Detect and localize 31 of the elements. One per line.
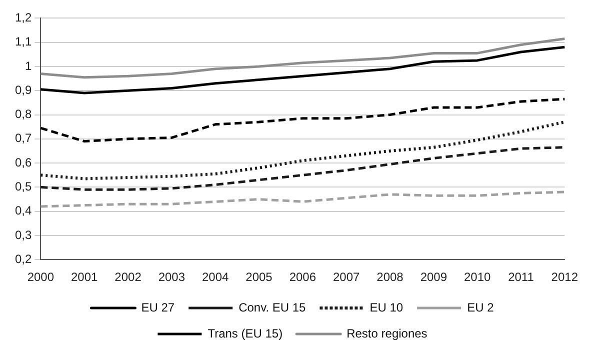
x-tick-label: 2009 [420, 270, 448, 284]
line-series [39, 190, 566, 208]
x-tick-label: 2003 [158, 270, 186, 284]
x-tick-label: 2005 [246, 270, 273, 284]
y-tick-label: 1,1 [14, 34, 32, 49]
legend-label: Resto regiones [346, 326, 428, 340]
x-tick-label: 2004 [202, 270, 230, 284]
legend-label: Conv. EU 15 [238, 300, 306, 314]
y-tick-label: 1,2 [14, 10, 32, 25]
x-tick-label: 2008 [376, 270, 404, 284]
x-tick-label: 2000 [27, 270, 54, 284]
y-tick-label: 0,7 [14, 131, 32, 146]
legend-label: EU 2 [467, 300, 494, 314]
x-tick-label: 2011 [508, 270, 534, 284]
y-tick-label: 0,3 [14, 228, 32, 242]
legend-label: EU 27 [141, 300, 175, 314]
y-tick-label: 0,4 [14, 204, 32, 218]
y-tick-label: 0,5 [14, 179, 32, 194]
y-tick-label: 0,2 [14, 252, 32, 266]
y-tick-label: 0,8 [14, 107, 32, 122]
x-tick-label: 2001 [70, 270, 98, 284]
y-tick-label: 0,6 [14, 155, 32, 170]
x-tick-label: 2010 [464, 270, 491, 284]
x-tick-label: 2012 [551, 270, 578, 284]
x-tick-label: 2002 [114, 270, 142, 284]
legend-label: EU 10 [370, 300, 404, 314]
x-tick-label: 2006 [289, 270, 316, 284]
legend-label: Trans (EU 15) [208, 326, 283, 340]
y-tick-label: 1 [24, 58, 32, 73]
x-tick-label: 2007 [332, 270, 360, 284]
y-tick-label: 0,9 [14, 82, 32, 97]
